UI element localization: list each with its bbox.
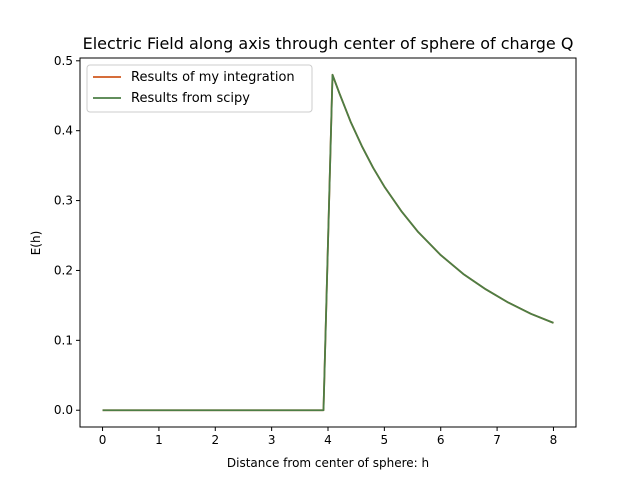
y-tick-label: 0.5 [54, 54, 73, 68]
y-tick-label: 0.2 [54, 263, 73, 277]
x-tick-label: 7 [493, 433, 501, 447]
x-tick-label: 5 [381, 433, 389, 447]
x-tick-label: 3 [268, 433, 276, 447]
legend-label-scipy: Results from scipy [131, 91, 250, 106]
x-tick-label: 6 [437, 433, 445, 447]
x-axis-ticks: 0 1 2 3 4 5 6 7 8 [99, 427, 558, 447]
y-axis-ticks: 0.0 0.1 0.2 0.3 0.4 0.5 [54, 54, 80, 417]
x-tick-label: 4 [324, 433, 332, 447]
legend-label-my-integration: Results of my integration [131, 70, 295, 85]
y-tick-label: 0.1 [54, 333, 73, 347]
series-line-scipy [102, 73, 554, 412]
legend-box [86, 64, 313, 113]
legend: Results of my integration Results from s… [86, 64, 313, 113]
x-tick-label: 0 [99, 433, 107, 447]
x-axis-label: Distance from center of sphere: h [227, 456, 429, 470]
y-axis-label: E(h) [29, 231, 43, 256]
y-tick-label: 0.4 [54, 124, 73, 138]
y-tick-label: 0.3 [54, 194, 73, 208]
chart-title: Electric Field along axis through center… [83, 34, 574, 53]
x-tick-label: 1 [155, 433, 163, 447]
x-tick-label: 2 [211, 433, 219, 447]
series-lines [102, 73, 554, 412]
y-tick-label: 0.0 [54, 403, 73, 417]
x-tick-label: 8 [550, 433, 558, 447]
